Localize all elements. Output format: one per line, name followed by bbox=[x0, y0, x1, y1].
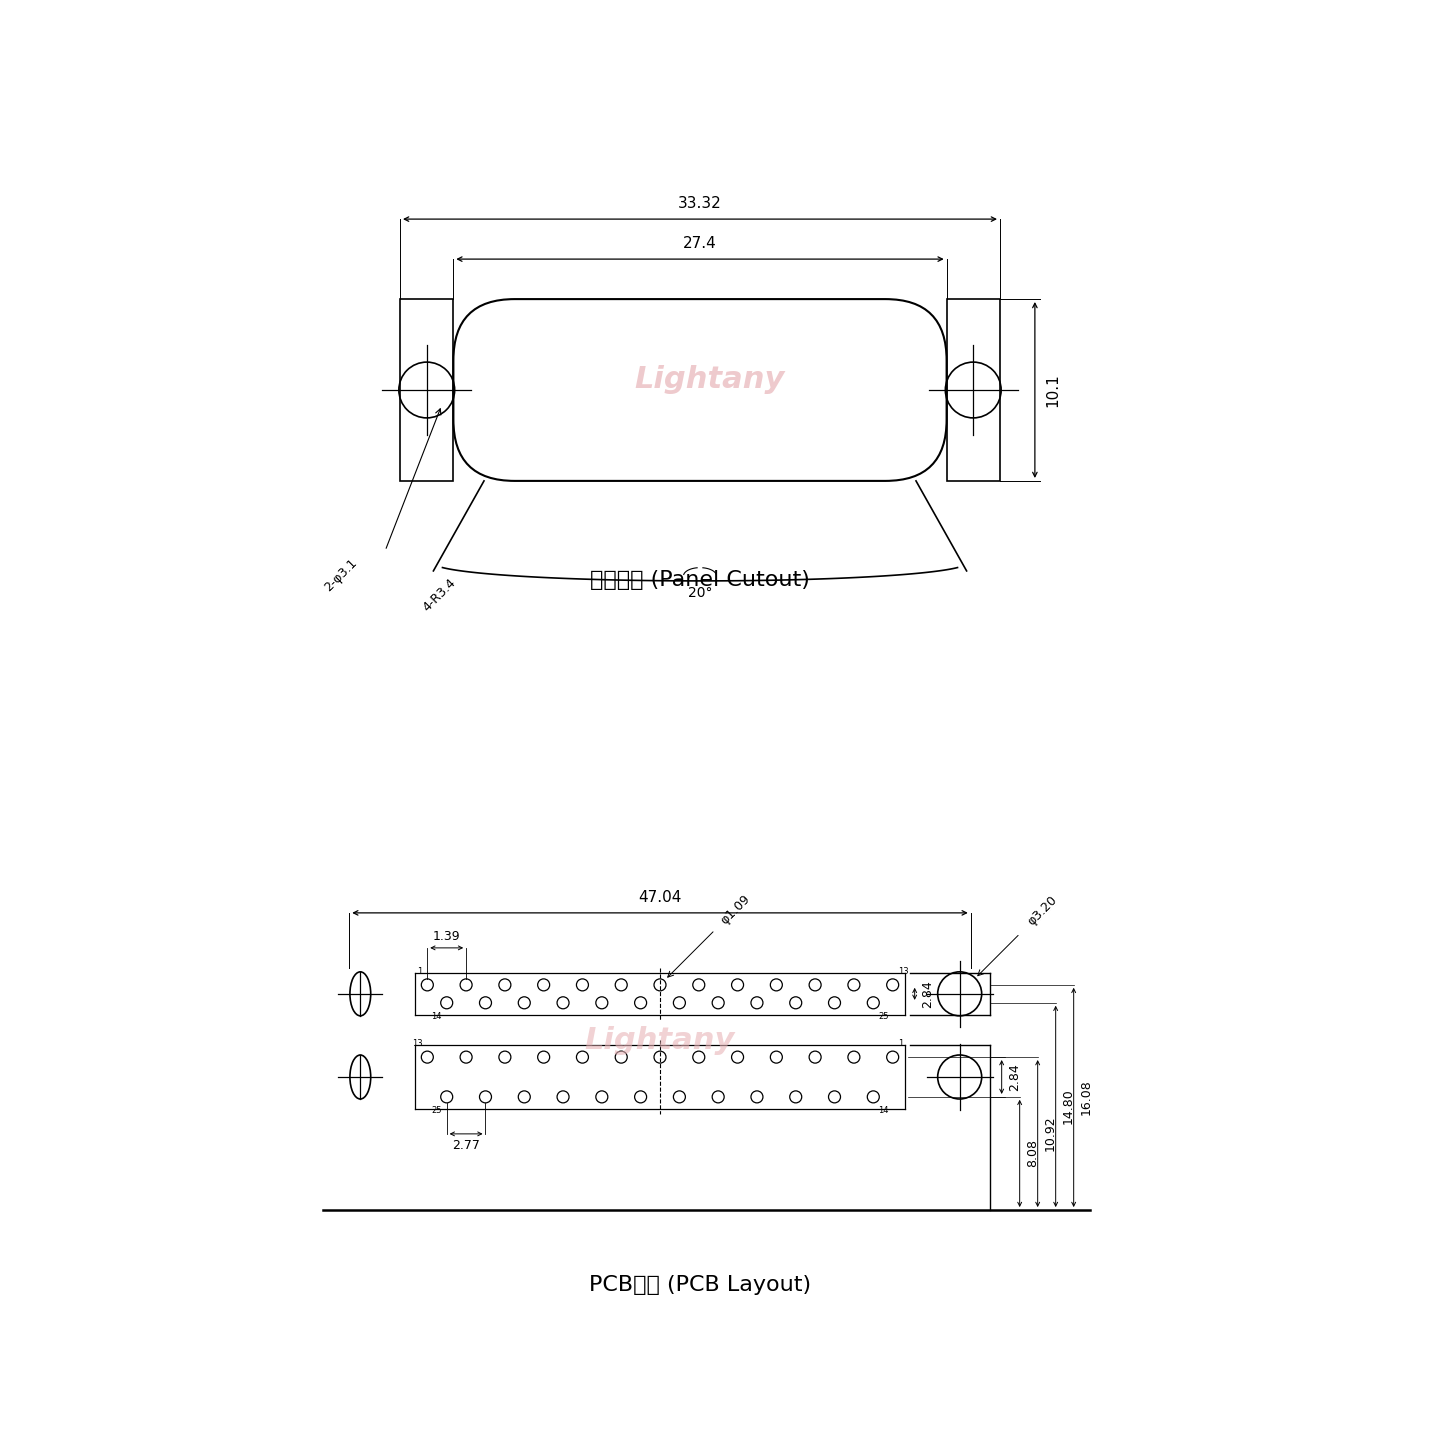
Text: 8.08: 8.08 bbox=[1025, 1139, 1038, 1168]
Text: 1.39: 1.39 bbox=[433, 930, 461, 943]
Text: 16.08: 16.08 bbox=[1080, 1080, 1093, 1116]
Text: 14.80: 14.80 bbox=[1061, 1089, 1074, 1125]
Bar bbox=[400, 300, 454, 481]
Text: 25: 25 bbox=[431, 1106, 442, 1115]
Text: 面板开孔 (Panel Cutout): 面板开孔 (Panel Cutout) bbox=[590, 570, 809, 590]
Text: PCB布局 (PCB Layout): PCB布局 (PCB Layout) bbox=[589, 1274, 811, 1295]
Text: 25: 25 bbox=[878, 1012, 888, 1021]
Text: 14: 14 bbox=[431, 1012, 442, 1021]
Text: 2.84: 2.84 bbox=[1008, 1063, 1021, 1092]
Text: 20°: 20° bbox=[688, 586, 713, 600]
Text: 10.92: 10.92 bbox=[1044, 1116, 1057, 1152]
Text: 47.04: 47.04 bbox=[638, 890, 681, 904]
Text: Lightany: Lightany bbox=[635, 366, 785, 395]
Text: 4-R3.4: 4-R3.4 bbox=[420, 576, 458, 613]
Text: 27.4: 27.4 bbox=[683, 236, 717, 251]
Text: 2.77: 2.77 bbox=[452, 1139, 480, 1152]
Text: 1: 1 bbox=[418, 966, 422, 976]
Text: 33.32: 33.32 bbox=[678, 196, 721, 212]
Text: 14: 14 bbox=[878, 1106, 888, 1115]
Text: 13: 13 bbox=[412, 1040, 422, 1048]
Text: φ1.09: φ1.09 bbox=[719, 893, 753, 927]
Text: 10.1: 10.1 bbox=[1045, 373, 1060, 408]
Text: 2.84: 2.84 bbox=[920, 981, 933, 1008]
Text: φ3.20: φ3.20 bbox=[1025, 894, 1060, 929]
Bar bbox=[946, 300, 999, 481]
Text: 13: 13 bbox=[897, 966, 909, 976]
Text: Lightany: Lightany bbox=[585, 1027, 736, 1056]
Text: 1: 1 bbox=[897, 1040, 903, 1048]
Text: 2-φ3.1: 2-φ3.1 bbox=[323, 556, 360, 593]
